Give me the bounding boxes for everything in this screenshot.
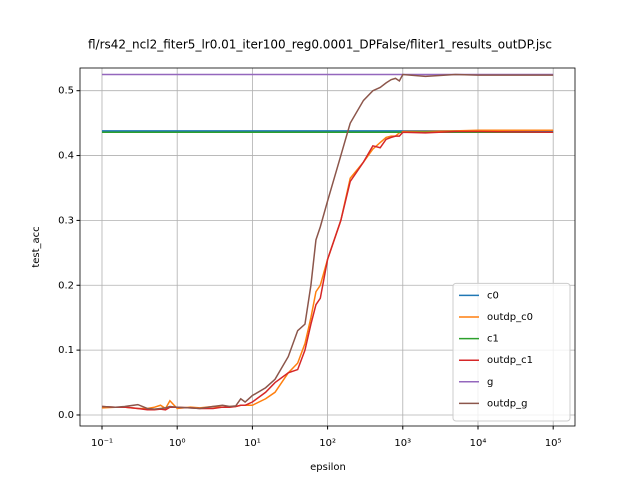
x-tick-label: 10³ <box>394 438 411 449</box>
y-tick-label: 0.1 <box>58 345 74 356</box>
legend-label: outdp_c0 <box>487 312 533 323</box>
y-tick-label: 0.0 <box>58 410 74 421</box>
x-axis-label: epsilon <box>310 462 346 473</box>
x-tick-label: 10² <box>319 438 336 449</box>
x-tick-label: 10⁻¹ <box>91 438 113 449</box>
y-tick-label: 0.3 <box>58 215 74 226</box>
x-tick-label: 10⁰ <box>169 438 186 449</box>
chart-title: fl/rs42_ncl2_fiter5_lr0.01_iter100_reg0.… <box>88 38 552 52</box>
legend-box <box>452 282 571 422</box>
legend-label: c1 <box>487 334 499 345</box>
y-tick-label: 0.4 <box>58 151 74 162</box>
legend-label: g <box>487 377 493 388</box>
plot-frame <box>79 67 576 427</box>
legend-label: c0 <box>487 290 499 301</box>
y-tick-label: 0.5 <box>58 86 74 97</box>
series-line <box>101 73 554 410</box>
legend-label: outdp_g <box>487 398 527 409</box>
legend-label: outdp_c1 <box>487 355 533 366</box>
y-axis-label: test_acc <box>31 226 42 267</box>
x-tick-label: 10⁴ <box>470 438 487 449</box>
x-tick-label: 10⁵ <box>545 438 562 449</box>
y-tick-label: 0.2 <box>58 280 74 291</box>
x-tick-label: 10¹ <box>244 438 261 449</box>
series-line <box>101 130 554 411</box>
